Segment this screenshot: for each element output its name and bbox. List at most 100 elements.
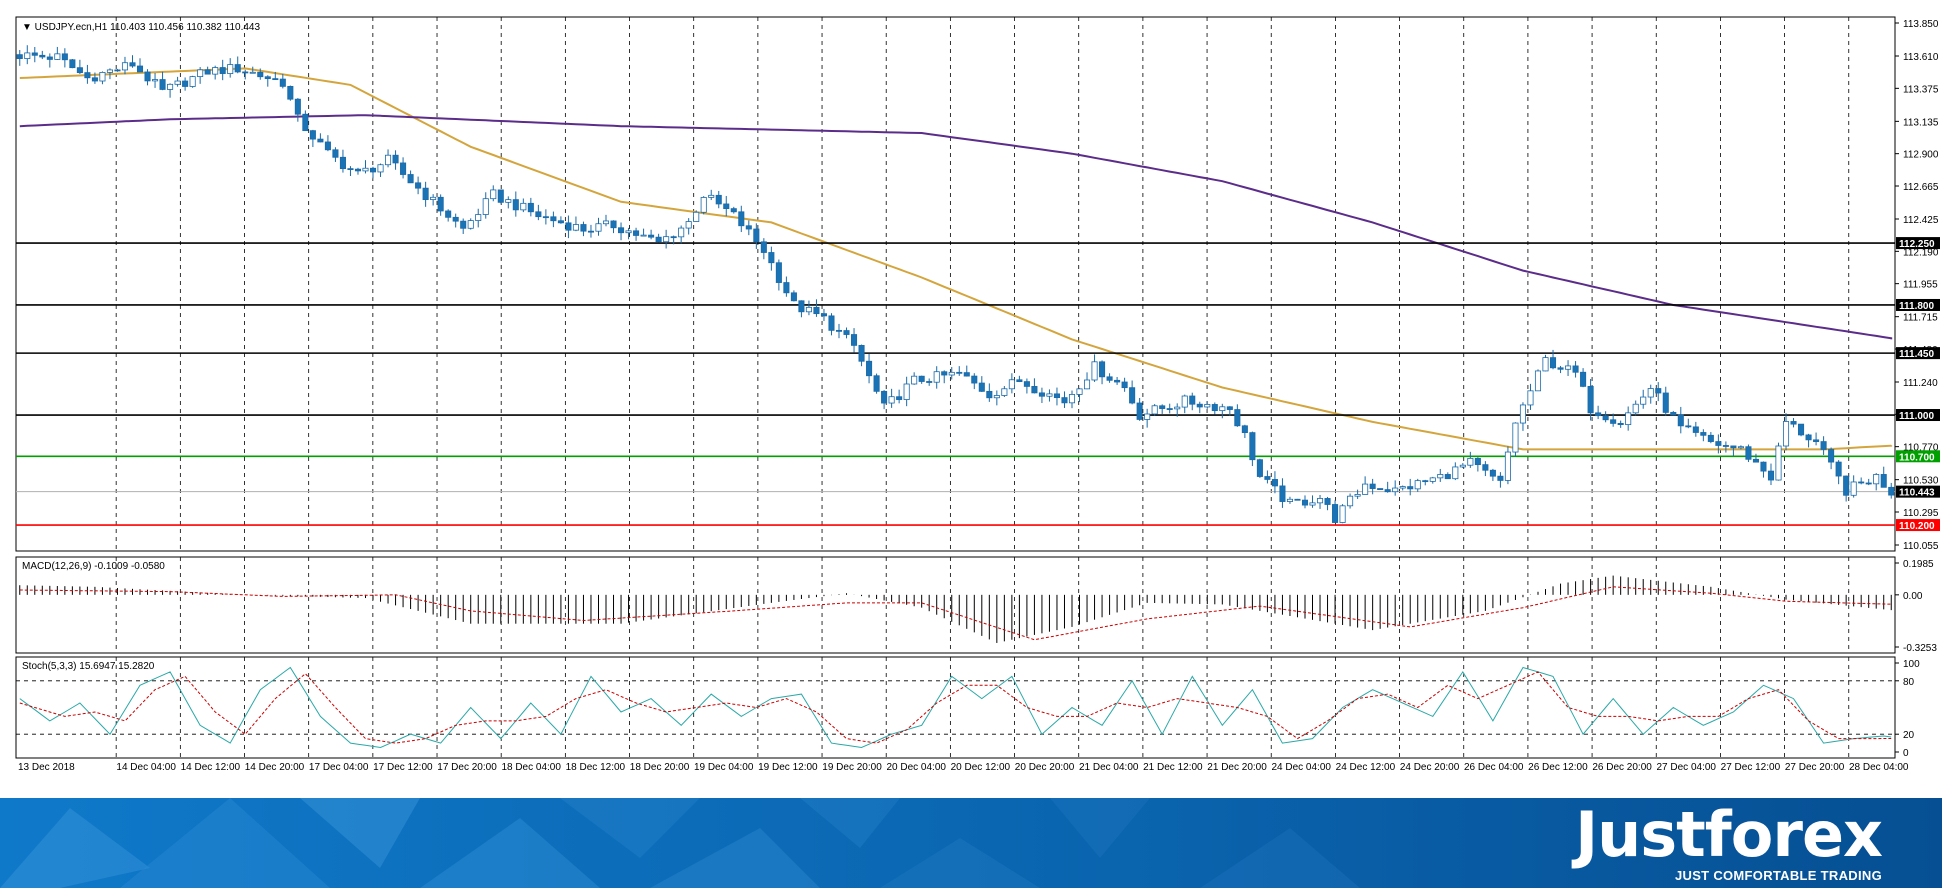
candle-body	[602, 220, 610, 225]
candle-body	[1429, 477, 1436, 482]
candle-body	[46, 56, 53, 60]
candle-body	[565, 222, 572, 231]
candle-body	[362, 167, 369, 172]
candle-body	[1707, 434, 1714, 442]
time-axis-label: 17 Dec 04:00	[309, 762, 369, 773]
time-axis-label: 20 Dec 04:00	[886, 762, 946, 773]
candle-body	[1159, 405, 1166, 409]
candle-body	[54, 53, 61, 60]
candle-body	[106, 69, 113, 73]
candle-body	[775, 262, 782, 283]
candle-body	[978, 382, 985, 392]
candle-body	[1046, 393, 1053, 397]
time-axis-label: 21 Dec 12:00	[1143, 762, 1203, 773]
candle-body	[99, 72, 106, 82]
candle-body	[1136, 402, 1143, 420]
candle-body	[1655, 388, 1662, 394]
candle-body	[136, 65, 144, 73]
candle-body	[91, 77, 98, 82]
candle-body	[324, 141, 331, 151]
candle-body	[1549, 357, 1557, 369]
candle-body	[1512, 422, 1519, 453]
candle-body	[881, 390, 888, 404]
candle-body	[535, 211, 542, 218]
time-axis-label: 14 Dec 04:00	[116, 762, 176, 773]
candle-body	[1144, 413, 1151, 420]
candle-body	[1211, 404, 1218, 412]
candle-body	[422, 187, 429, 200]
price-tick-label: 110.295	[1903, 508, 1939, 519]
candle-body	[354, 168, 362, 172]
candle-body	[1294, 498, 1301, 501]
candle-body	[1482, 464, 1489, 471]
candle-body	[167, 83, 174, 90]
candle-body	[415, 182, 422, 189]
candle-body	[527, 202, 534, 213]
candle-body	[182, 80, 189, 87]
candle-body	[738, 211, 745, 227]
candle-body	[1534, 370, 1542, 392]
candle-body	[1730, 445, 1737, 449]
time-axis-label: 26 Dec 20:00	[1592, 762, 1652, 773]
candle-body	[24, 52, 31, 59]
candle-body	[1384, 489, 1391, 493]
level-tag	[1896, 450, 1940, 463]
candle-body	[963, 372, 970, 377]
time-axis-label: 18 Dec 12:00	[566, 762, 626, 773]
candle-body	[685, 221, 692, 229]
price-tick-label: 112.190	[1903, 247, 1939, 258]
time-axis-label: 17 Dec 12:00	[373, 762, 433, 773]
candle-body	[332, 149, 339, 158]
candle-body	[1444, 474, 1451, 480]
candle-body	[189, 76, 196, 87]
candle-body	[242, 71, 249, 74]
candle-body	[1775, 445, 1782, 481]
candle-body	[1625, 412, 1632, 426]
candle-body	[625, 230, 632, 234]
candle-body	[302, 113, 309, 132]
candle-body	[1369, 483, 1376, 489]
candle-body	[1316, 498, 1324, 504]
candle-body	[828, 315, 835, 331]
level-label: 110.700	[1899, 452, 1935, 463]
candle-body	[1467, 457, 1474, 466]
candle-body	[783, 282, 790, 294]
candle-body	[768, 252, 775, 264]
candle-body	[1565, 365, 1572, 370]
candle-body	[1497, 475, 1504, 481]
candle-body	[1053, 393, 1060, 399]
candle-body	[1722, 445, 1729, 447]
stoch-title: Stoch(5,3,3) 15.6947 15.2820	[22, 661, 155, 672]
current-price-label: 110.443	[1899, 488, 1935, 499]
candle-body	[1414, 480, 1421, 490]
time-axis-label: 27 Dec 20:00	[1785, 762, 1845, 773]
candle-body	[1790, 421, 1797, 425]
time-axis-label: 26 Dec 04:00	[1464, 762, 1524, 773]
stoch-tick-label: 0	[1903, 748, 1909, 759]
candle-body	[61, 53, 68, 61]
level-label: 111.450	[1899, 349, 1934, 360]
candle-body	[197, 69, 204, 78]
time-axis-label: 28 Dec 04:00	[1849, 762, 1909, 773]
candle-body	[1166, 408, 1173, 410]
macd-tick-label: 0.00	[1903, 591, 1923, 602]
candle-body	[1580, 371, 1587, 387]
candle-body	[730, 208, 737, 213]
time-axis-label: 18 Dec 04:00	[501, 762, 561, 773]
level-tag	[1896, 347, 1940, 360]
candle-body	[715, 194, 722, 205]
candle-body	[610, 220, 617, 229]
candle-body	[1301, 499, 1309, 506]
candle-body	[1114, 379, 1121, 383]
time-axis-label: 19 Dec 12:00	[758, 762, 818, 773]
candle-body	[1587, 385, 1594, 414]
candle-body	[948, 371, 955, 376]
candle-body	[700, 197, 707, 213]
candle-body	[918, 375, 925, 382]
candle-body	[1760, 461, 1767, 472]
candle-body	[1813, 439, 1820, 442]
candle-body	[1399, 486, 1406, 489]
candle-body	[152, 79, 159, 82]
time-axis-label: 20 Dec 20:00	[1015, 762, 1075, 773]
